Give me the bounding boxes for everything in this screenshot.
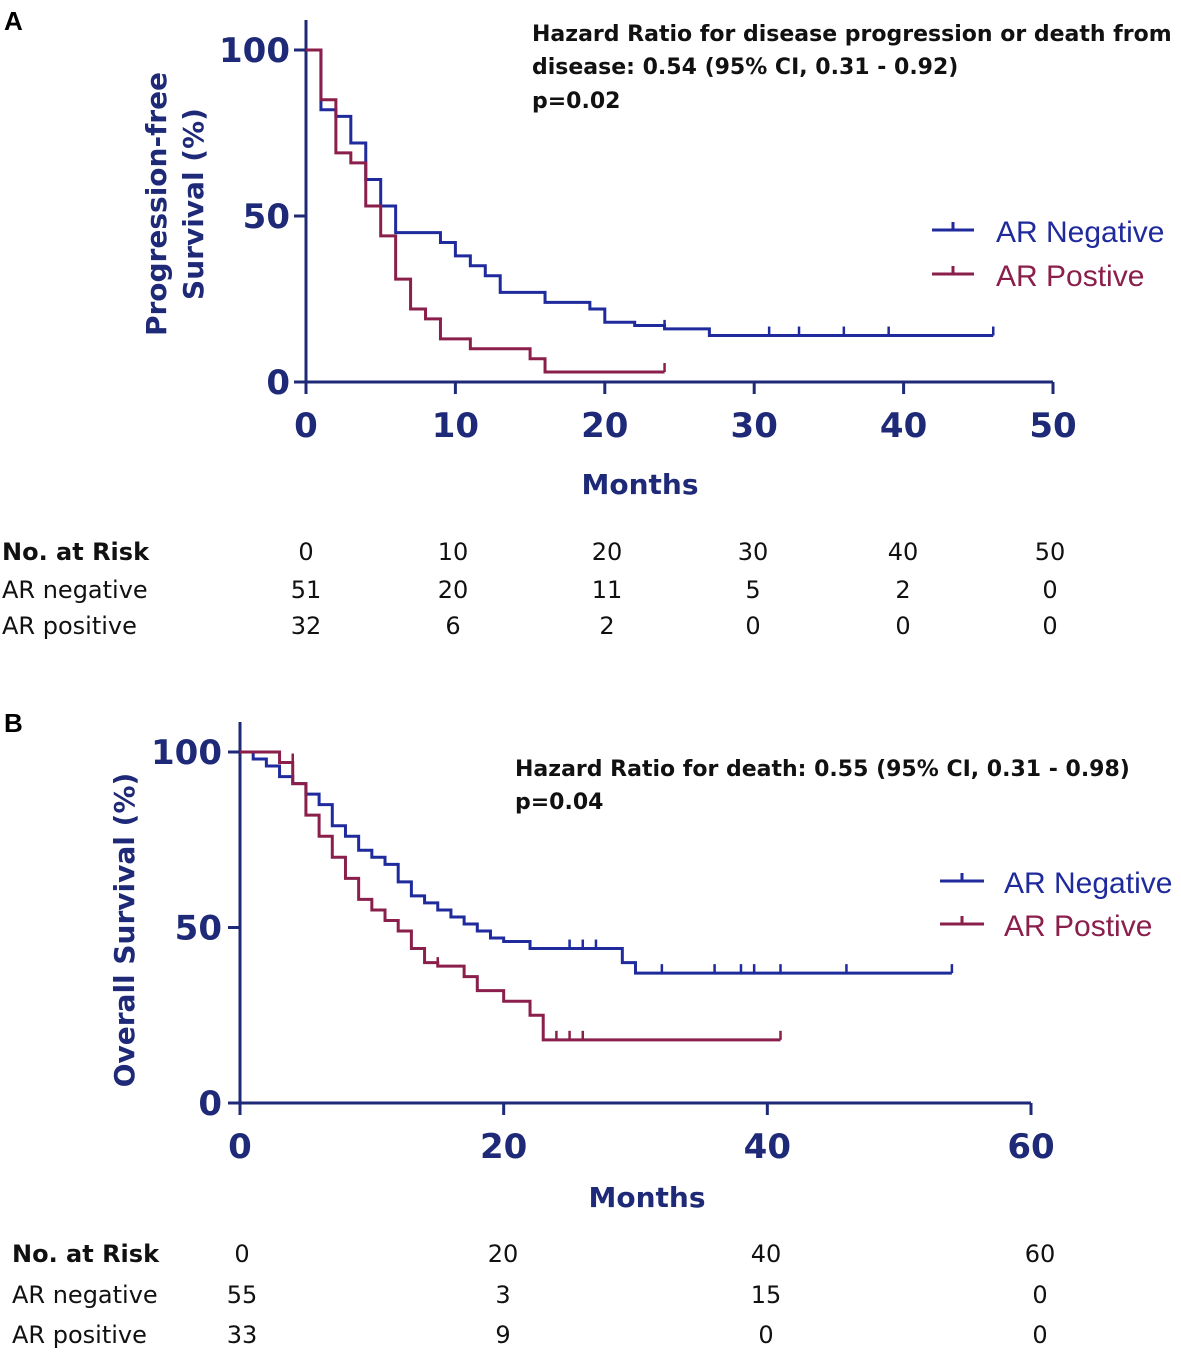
panel-a-risk-value: 0 bbox=[1042, 612, 1057, 640]
panel-a-y-tick-label: 100 bbox=[219, 31, 290, 71]
panel-a-label: A bbox=[4, 6, 23, 36]
panel-a-risk-time: 20 bbox=[592, 538, 623, 566]
panel-a: A Progression-free Survival (%) Months H… bbox=[2, 6, 1172, 640]
panel-b-risk-value: 15 bbox=[751, 1281, 782, 1309]
panel-a-x-tick-label: 40 bbox=[880, 406, 927, 446]
legend-a-positive-label: AR Postive bbox=[996, 260, 1144, 293]
panel-a-y-tick-label: 0 bbox=[266, 363, 290, 403]
panel-b-y-tick-label: 100 bbox=[151, 733, 222, 773]
panel-b: B Overall Survival (%) Months Hazard Rat… bbox=[4, 708, 1172, 1349]
panel-a-risk-value: 51 bbox=[291, 576, 322, 604]
panel-a-risk-value: 32 bbox=[291, 612, 322, 640]
panel-a-y-tick-label: 50 bbox=[243, 197, 290, 237]
panel-b-risk-time: 20 bbox=[488, 1240, 519, 1268]
panel-b-annotation-line2: p=0.04 bbox=[515, 790, 603, 815]
panel-a-risk-value: 5 bbox=[745, 576, 760, 604]
panel-b-risk-time: 60 bbox=[1025, 1240, 1056, 1268]
panel-b-ylabel: Overall Survival (%) bbox=[108, 773, 141, 1088]
panel-a-curve-ar-negative bbox=[306, 48, 994, 338]
panel-b-annotation-line1: Hazard Ratio for death: 0.55 (95% CI, 0.… bbox=[515, 757, 1130, 782]
panel-a-annotation-line1: Hazard Ratio for disease progression or … bbox=[532, 22, 1172, 47]
panel-a-risk-value: 0 bbox=[745, 612, 760, 640]
panel-b-risk-row-label: AR negative bbox=[12, 1281, 158, 1309]
panel-b-x-tick-label: 60 bbox=[1007, 1127, 1054, 1167]
panel-a-x-tick-label: 0 bbox=[294, 406, 318, 446]
panel-b-curve-ar-postive bbox=[240, 750, 781, 1042]
panel-b-risk-value: 0 bbox=[758, 1321, 773, 1349]
panel-a-annotation-line2: disease: 0.54 (95% CI, 0.31 - 0.92) bbox=[532, 55, 958, 80]
panel-b-risk-header: No. at Risk bbox=[12, 1240, 160, 1268]
panel-a-curve-ar-postive bbox=[306, 48, 665, 374]
panel-a-risk-time: 30 bbox=[738, 538, 769, 566]
panel-a-risk-value: 2 bbox=[599, 612, 614, 640]
legend-a-negative-label: AR Negative bbox=[996, 216, 1164, 249]
panel-b-risk-value: 55 bbox=[227, 1281, 258, 1309]
panel-b-risk-time: 40 bbox=[751, 1240, 782, 1268]
panel-a-risk-header: No. at Risk bbox=[2, 538, 150, 566]
panel-a-risk-time: 40 bbox=[888, 538, 919, 566]
panel-a-risk-value: 11 bbox=[592, 576, 623, 604]
panel-b-risk-value: 33 bbox=[227, 1321, 258, 1349]
panel-b-legend: AR Negative AR Postive bbox=[940, 867, 1172, 943]
panel-a-x-tick-label: 10 bbox=[432, 406, 479, 446]
panel-a-x-tick-label: 50 bbox=[1029, 406, 1076, 446]
panel-a-legend: AR Negative AR Postive bbox=[932, 216, 1164, 293]
panel-a-risk-value: 6 bbox=[445, 612, 460, 640]
panel-b-risk-value: 0 bbox=[1032, 1281, 1047, 1309]
panel-a-xlabel: Months bbox=[581, 468, 698, 501]
panel-a-risk-value: 0 bbox=[1042, 576, 1057, 604]
panel-b-risk-value: 9 bbox=[495, 1321, 510, 1349]
panel-b-risk-row-label: AR positive bbox=[12, 1321, 147, 1349]
panel-a-risk-time: 50 bbox=[1035, 538, 1066, 566]
panel-b-risk-time: 0 bbox=[234, 1240, 249, 1268]
panel-b-x-tick-label: 0 bbox=[228, 1127, 252, 1167]
legend-b-positive-label: AR Postive bbox=[1004, 910, 1152, 943]
panel-a-risk-value: 2 bbox=[895, 576, 910, 604]
panel-b-risk-value: 3 bbox=[495, 1281, 510, 1309]
panel-a-x-tick-label: 30 bbox=[731, 406, 778, 446]
panel-b-risk-value: 0 bbox=[1032, 1321, 1047, 1349]
panel-b-y-tick-label: 0 bbox=[198, 1084, 222, 1124]
panel-a-risk-row-label: AR negative bbox=[2, 576, 148, 604]
panel-b-label: B bbox=[4, 708, 23, 738]
panel-a-risk-row-label: AR positive bbox=[2, 612, 137, 640]
panel-b-x-tick-label: 40 bbox=[744, 1127, 791, 1167]
panel-a-ylabel-line1: Progression-free bbox=[140, 72, 173, 336]
panel-a-risk-value: 20 bbox=[438, 576, 469, 604]
panel-a-ylabel-line2: Survival (%) bbox=[177, 108, 210, 300]
panel-a-risk-time: 0 bbox=[298, 538, 313, 566]
panel-a-risk-time: 10 bbox=[438, 538, 469, 566]
panel-a-x-tick-label: 20 bbox=[581, 406, 628, 446]
panel-b-xlabel: Months bbox=[588, 1181, 705, 1214]
panel-a-risk-value: 0 bbox=[895, 612, 910, 640]
panel-b-x-tick-label: 20 bbox=[480, 1127, 527, 1167]
panel-b-y-tick-label: 50 bbox=[175, 909, 222, 949]
legend-b-negative-label: AR Negative bbox=[1004, 867, 1172, 900]
panel-a-annotation-line3: p=0.02 bbox=[532, 89, 620, 114]
